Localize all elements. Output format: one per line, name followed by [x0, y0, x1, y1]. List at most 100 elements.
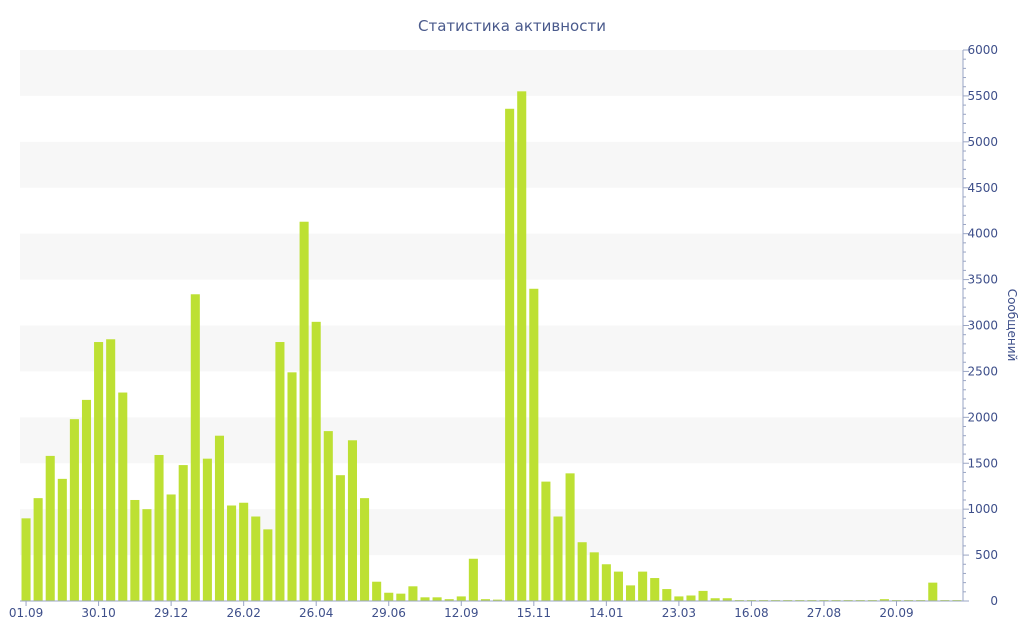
- bar: [251, 516, 261, 601]
- x-tick-label: 15.11: [517, 606, 551, 620]
- bar: [722, 598, 732, 601]
- bar: [335, 475, 345, 601]
- bar: [94, 342, 104, 601]
- y-tick-label: 1000: [967, 502, 998, 516]
- bar: [130, 499, 140, 601]
- grid-band: [20, 141, 963, 188]
- bar: [106, 339, 116, 601]
- x-tick-label: 29.06: [372, 606, 406, 620]
- grid-band: [20, 50, 963, 96]
- y-tick-label: 4500: [967, 181, 998, 195]
- grid-band: [20, 417, 963, 464]
- bar: [142, 509, 152, 601]
- x-axis-ticks: 01.09 30.10 29.12 26.02 26.04 29.06 12.09 15.11…: [9, 601, 914, 620]
- bar: [577, 542, 587, 601]
- chart-title: Статистика активности: [418, 17, 606, 35]
- bar: [432, 597, 442, 601]
- bar: [190, 294, 200, 601]
- grid-bands: [20, 50, 963, 556]
- x-tick-label: 26.02: [226, 606, 260, 620]
- bar: [239, 502, 249, 601]
- bar: [674, 596, 684, 601]
- y-tick-label: 5500: [967, 89, 998, 103]
- bar: [698, 590, 708, 601]
- bar: [118, 392, 128, 601]
- bar: [360, 498, 370, 601]
- bar: [480, 599, 490, 601]
- bar: [69, 419, 79, 601]
- y-tick-label: 1500: [967, 456, 998, 470]
- bar: [529, 288, 539, 601]
- bar: [493, 599, 503, 601]
- bar: [384, 592, 394, 601]
- bar: [565, 473, 575, 601]
- y-tick-label: 6000: [967, 43, 998, 57]
- bar: [81, 399, 92, 601]
- grid-band: [20, 509, 963, 556]
- bar: [456, 596, 466, 601]
- bar: [287, 372, 297, 601]
- bar: [601, 564, 611, 601]
- bar: [444, 599, 454, 601]
- bar: [589, 552, 599, 601]
- bar: [57, 478, 67, 601]
- bar: [347, 440, 358, 601]
- bar-series: [21, 91, 962, 602]
- bar: [468, 558, 478, 601]
- bar: [553, 516, 563, 601]
- bar: [202, 458, 212, 601]
- bar: [299, 221, 309, 601]
- bar: [178, 465, 188, 601]
- x-tick-label: 27.08: [807, 606, 841, 620]
- y-tick-label: 5000: [967, 135, 998, 149]
- bar: [372, 581, 382, 601]
- y-tick-label: 4000: [967, 227, 998, 241]
- bar: [613, 571, 623, 601]
- bar: [638, 571, 648, 601]
- bar: [214, 435, 225, 601]
- bar: [686, 595, 696, 601]
- bar: [166, 494, 176, 601]
- bar: [275, 342, 285, 601]
- bar: [517, 91, 527, 601]
- x-tick-label: 26.04: [299, 606, 333, 620]
- x-tick-label: 23.03: [662, 606, 696, 620]
- y-tick-label: 2500: [967, 364, 998, 378]
- bar: [396, 593, 406, 601]
- bar: [505, 108, 515, 602]
- y-tick-label: 3000: [967, 319, 998, 333]
- grid-band: [20, 325, 963, 372]
- bar: [879, 599, 889, 601]
- bar: [650, 578, 660, 601]
- bar: [311, 321, 321, 601]
- bar: [21, 518, 31, 601]
- y-tick-label: 0: [990, 594, 998, 608]
- y-tick-label: 2000: [967, 410, 998, 424]
- x-tick-label: 16.08: [734, 606, 768, 620]
- bar: [45, 455, 55, 601]
- x-tick-label: 14.01: [589, 606, 623, 620]
- bar: [323, 431, 333, 601]
- bar: [263, 529, 273, 601]
- bar: [154, 454, 164, 601]
- x-tick-label: 01.09: [9, 606, 43, 620]
- x-tick-label: 12.09: [444, 606, 478, 620]
- bar: [928, 582, 938, 601]
- bar: [710, 598, 720, 601]
- bar: [625, 585, 636, 601]
- x-tick-label: 29.12: [154, 606, 188, 620]
- bar: [33, 498, 43, 601]
- y-axis-label: Сообщений: [1005, 289, 1019, 362]
- x-tick-label: 30.10: [81, 606, 115, 620]
- bar: [541, 481, 551, 601]
- y-axis-ticks: 0 500 1000 1500 2000 2500 3000 3500 4000 4500 5000…: [963, 43, 998, 608]
- bar: [227, 505, 237, 601]
- bar: [408, 586, 418, 601]
- x-tick-label: 20.09: [879, 606, 913, 620]
- bar: [420, 597, 430, 601]
- grid-band: [20, 233, 963, 280]
- bar: [662, 589, 672, 601]
- y-tick-label: 3500: [967, 273, 998, 287]
- y-tick-label: 500: [975, 548, 998, 562]
